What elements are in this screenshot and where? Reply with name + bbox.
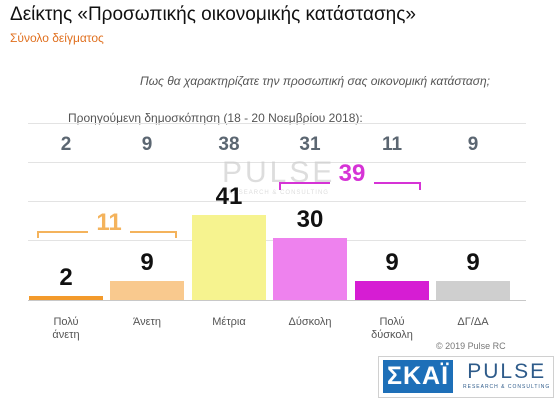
category-label: Άνετη: [132, 316, 161, 328]
bar-value-label: 9: [140, 249, 154, 277]
gridline: [28, 162, 526, 163]
previous-poll-caption: Προηγούμενη δημοσκόπηση (18 - 20 Νοεμβρί…: [68, 111, 363, 125]
chart-title: Δείκτης «Προσωπικής οικονομικής κατάστασ…: [10, 4, 416, 25]
bar: [436, 281, 510, 300]
logo-strip: ΣΚΑΪ PULSE RESEARCH & CONSULTING: [378, 356, 554, 398]
bar: [273, 237, 347, 300]
bar: [29, 295, 103, 300]
bracket-difficult: [279, 182, 421, 190]
bar: [110, 281, 184, 300]
previous-value-label: 9: [141, 134, 153, 155]
previous-value-label: 31: [299, 134, 321, 155]
bar-value-label: 9: [385, 249, 399, 277]
chart-baseline: [28, 300, 526, 301]
copyright-text: © 2019 Pulse RC: [436, 341, 506, 351]
bar: [355, 281, 429, 300]
previous-value-label: 11: [381, 134, 403, 155]
category-label: Πολύ άνετη: [52, 316, 80, 341]
bar: [192, 215, 266, 300]
category-label: ΔΓ/ΔΑ: [457, 316, 489, 328]
bracket-comfortable: [37, 231, 177, 238]
group-total-comfortable: 11: [96, 209, 122, 236]
group-total-difficult: 39: [338, 160, 366, 187]
survey-question: Πως θα χαρακτηρίζατε την προσωπική σας ο…: [140, 74, 491, 88]
gridline: [28, 123, 526, 124]
bar-value-label: 41: [215, 183, 243, 211]
skai-logo: ΣΚΑΪ: [383, 360, 453, 393]
previous-value-label: 38: [218, 134, 240, 155]
category-label: Πολύ δύσκολη: [371, 316, 413, 341]
bar-value-label: 2: [59, 263, 73, 291]
previous-value-label: 2: [60, 134, 72, 155]
category-label: Δύσκολη: [288, 316, 332, 328]
chart-subtitle: Σύνολο δείγματος: [10, 31, 104, 45]
previous-value-label: 9: [467, 134, 479, 155]
gridline: [28, 201, 526, 202]
category-label: Μέτρια: [212, 316, 246, 328]
bar-value-label: 30: [296, 205, 324, 233]
bar-value-label: 9: [466, 249, 480, 277]
pulse-logo: PULSE RESEARCH & CONSULTING: [463, 360, 551, 390]
